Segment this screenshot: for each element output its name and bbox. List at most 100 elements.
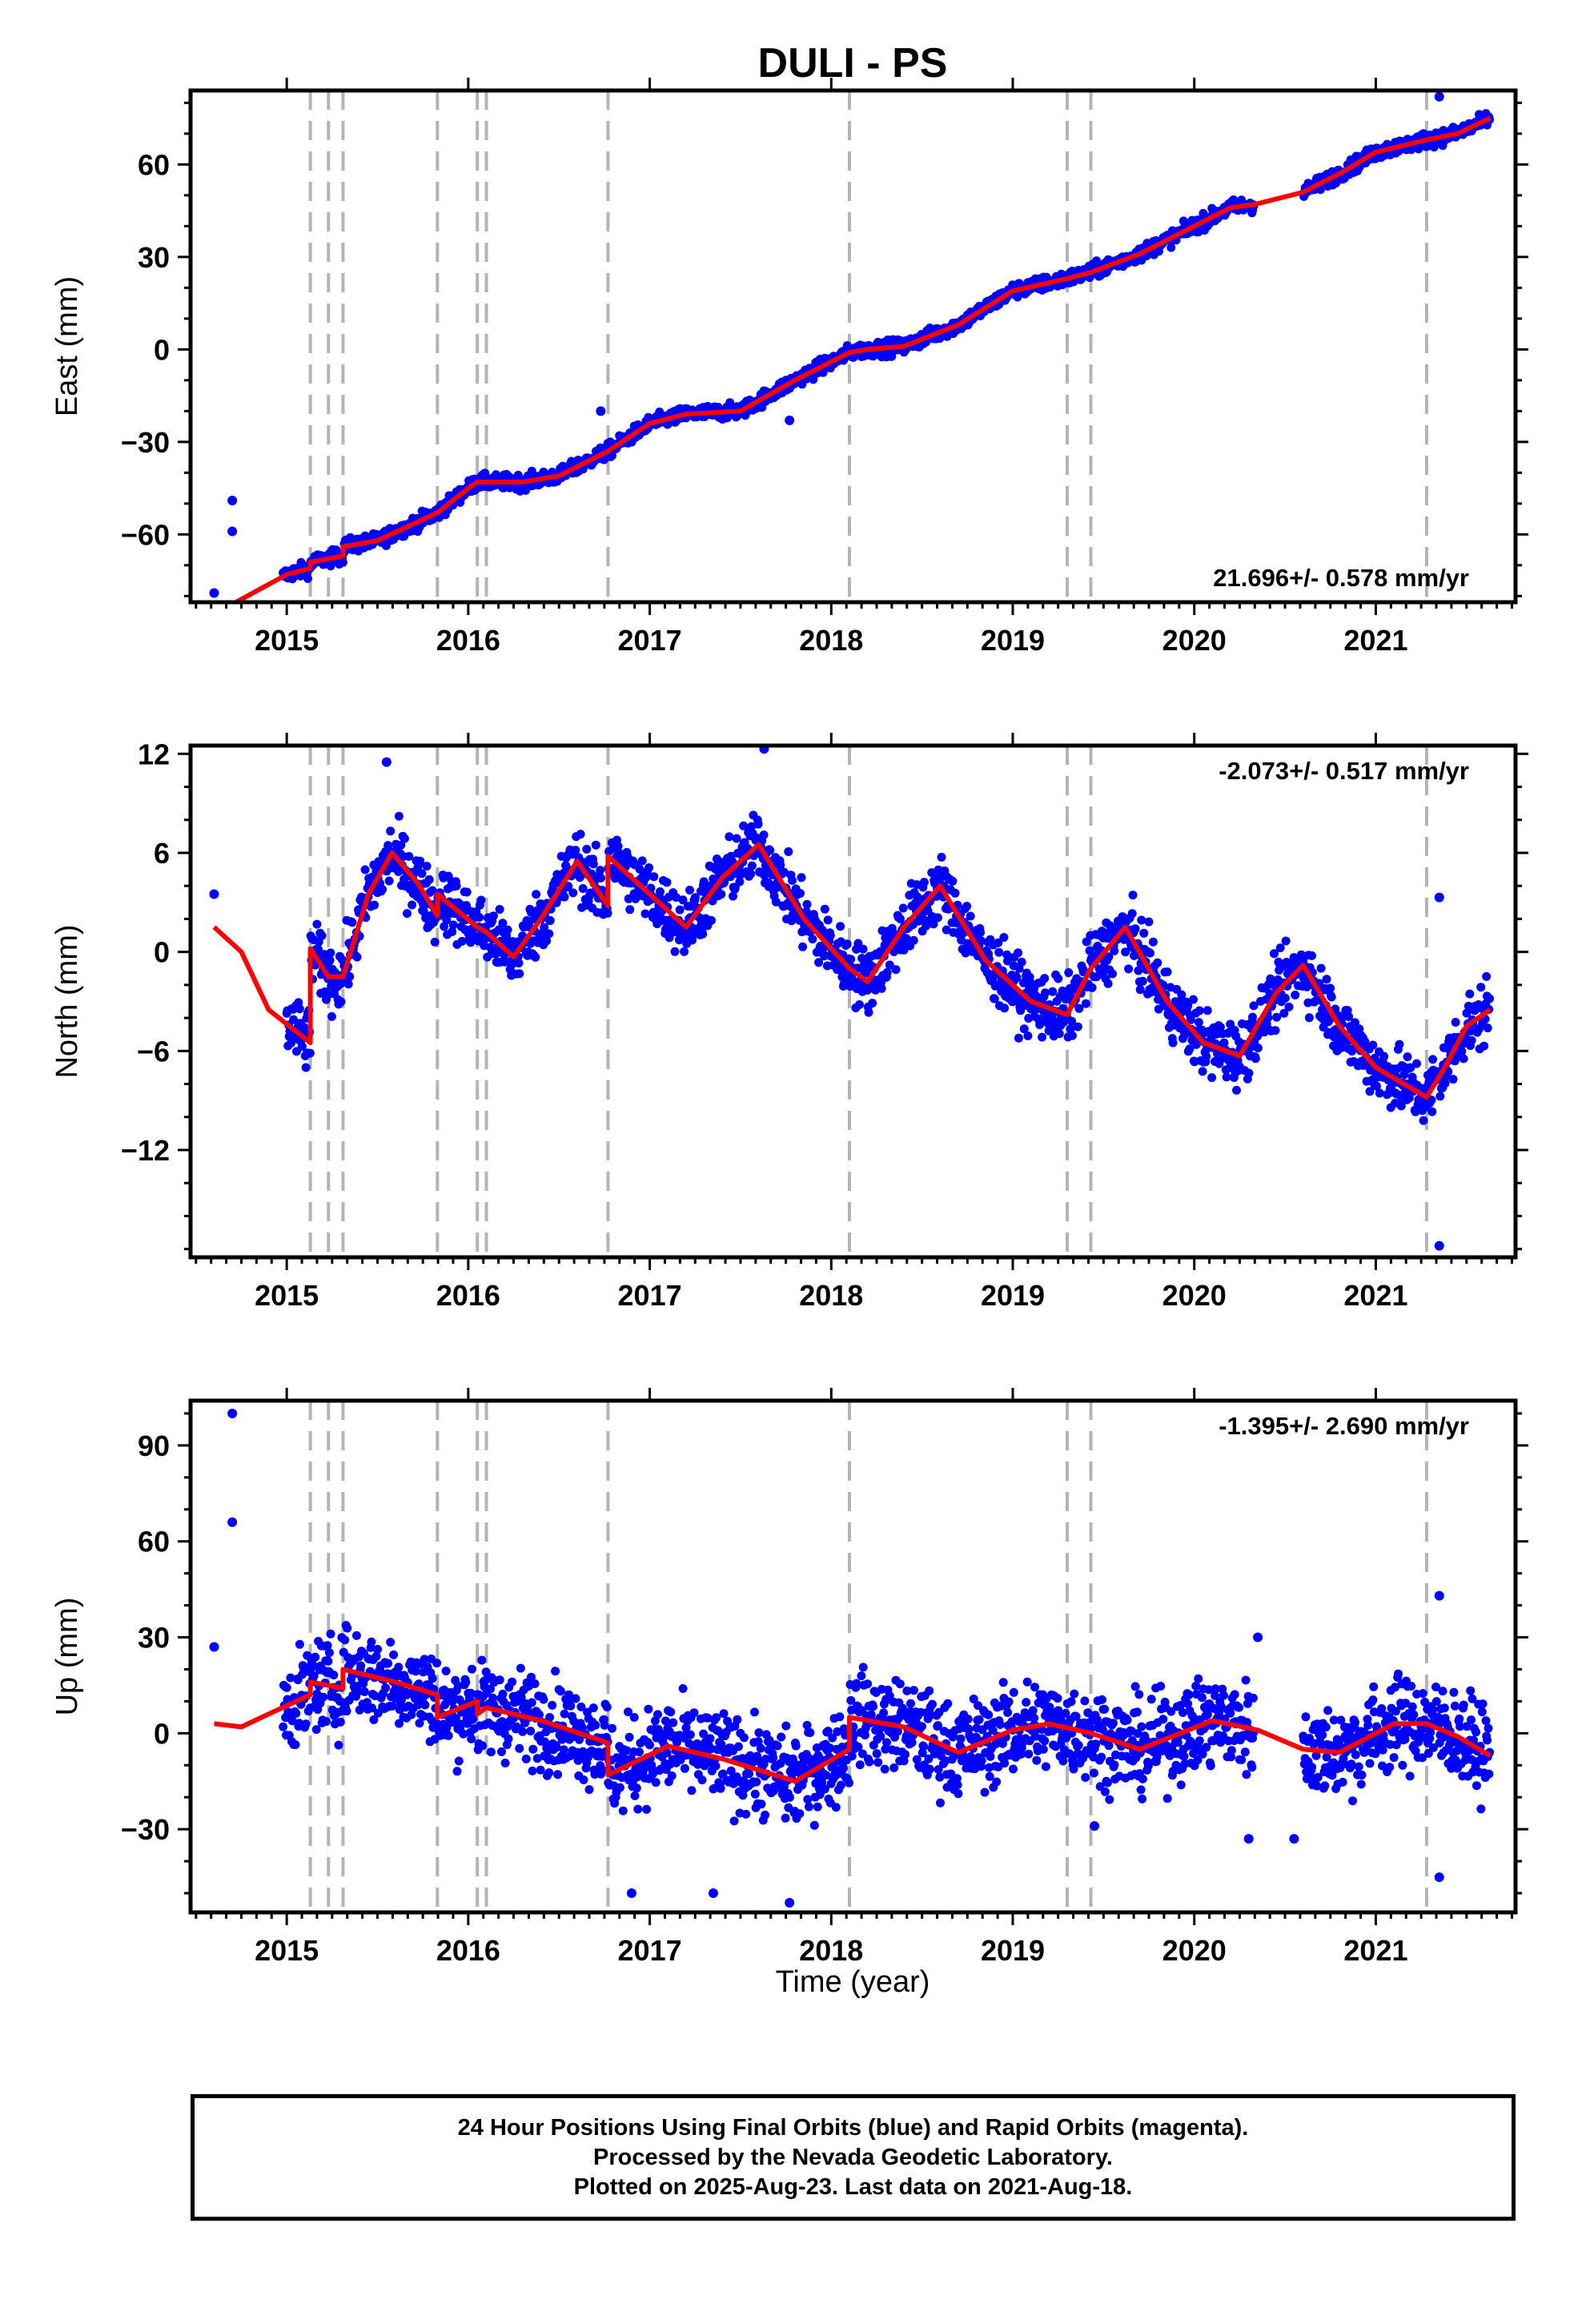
data-point bbox=[1368, 1040, 1378, 1050]
data-point bbox=[820, 951, 829, 961]
data-point bbox=[544, 1768, 554, 1778]
data-point bbox=[476, 895, 486, 905]
data-point bbox=[283, 1695, 292, 1704]
data-point bbox=[1148, 937, 1158, 947]
data-point bbox=[590, 1770, 600, 1779]
data-point bbox=[1054, 974, 1063, 983]
data-point bbox=[917, 1748, 927, 1758]
data-point bbox=[1465, 989, 1475, 999]
data-point bbox=[544, 929, 554, 939]
data-point bbox=[622, 1746, 632, 1755]
data-point bbox=[329, 1671, 339, 1680]
data-point bbox=[495, 905, 504, 914]
data-point bbox=[1198, 1067, 1207, 1076]
data-point bbox=[408, 900, 417, 910]
x-tick-label: 2018 bbox=[799, 624, 863, 657]
data-point bbox=[371, 1651, 381, 1661]
panel-east: 2015 2016 2017 2018 2019 2020 2021−60−3003060E… bbox=[50, 78, 1528, 657]
data-point bbox=[707, 915, 716, 925]
data-point bbox=[1427, 1096, 1436, 1105]
data-point bbox=[1322, 975, 1331, 984]
data-point bbox=[901, 1750, 910, 1759]
data-point bbox=[340, 1635, 350, 1645]
data-point bbox=[452, 881, 461, 891]
data-point bbox=[527, 1672, 536, 1682]
data-point bbox=[928, 1699, 937, 1709]
data-point bbox=[877, 983, 886, 993]
x-tick-label: 2021 bbox=[1343, 1279, 1407, 1312]
data-point bbox=[898, 903, 908, 913]
data-point bbox=[1375, 1088, 1384, 1098]
data-point bbox=[649, 872, 659, 882]
data-point bbox=[901, 934, 911, 943]
data-point bbox=[698, 929, 708, 939]
data-point bbox=[588, 859, 598, 869]
data-point bbox=[881, 1744, 890, 1754]
data-point bbox=[733, 1715, 742, 1724]
data-point bbox=[861, 1731, 869, 1740]
data-point bbox=[301, 1063, 311, 1072]
data-point bbox=[637, 856, 647, 866]
data-point bbox=[287, 1716, 297, 1726]
data-point bbox=[596, 873, 605, 883]
data-point bbox=[935, 1772, 945, 1782]
data-point bbox=[1127, 909, 1137, 919]
data-point bbox=[853, 1742, 863, 1751]
data-point bbox=[381, 1683, 391, 1693]
data-point bbox=[1419, 1116, 1428, 1125]
data-point bbox=[1017, 957, 1026, 967]
data-point bbox=[578, 1723, 587, 1732]
data-point bbox=[948, 876, 958, 886]
data-point bbox=[735, 877, 745, 887]
data-point bbox=[902, 1686, 912, 1695]
data-point bbox=[1203, 1006, 1212, 1015]
data-point bbox=[1166, 243, 1176, 252]
data-point bbox=[1041, 988, 1050, 998]
data-point bbox=[309, 1671, 319, 1681]
data-point bbox=[1365, 1087, 1375, 1096]
data-point bbox=[548, 1700, 557, 1710]
data-point bbox=[729, 1816, 739, 1826]
data-point bbox=[662, 1748, 672, 1758]
data-point bbox=[468, 1714, 478, 1723]
data-point bbox=[536, 1765, 545, 1775]
data-point bbox=[642, 1804, 652, 1814]
data-point bbox=[613, 842, 623, 851]
data-point bbox=[863, 986, 872, 995]
data-point bbox=[754, 1728, 764, 1738]
data-point bbox=[1073, 1022, 1082, 1031]
data-point bbox=[1279, 1008, 1289, 1018]
data-point bbox=[553, 1770, 563, 1779]
data-point bbox=[559, 1745, 568, 1755]
data-point bbox=[876, 1731, 885, 1741]
data-point bbox=[1087, 983, 1097, 992]
data-point bbox=[831, 1803, 841, 1812]
outlier-point bbox=[209, 588, 219, 598]
data-point bbox=[531, 952, 540, 962]
data-point bbox=[503, 925, 512, 935]
data-point bbox=[839, 1763, 848, 1773]
data-point bbox=[880, 1764, 889, 1774]
data-point bbox=[857, 1671, 866, 1681]
data-point bbox=[539, 1695, 548, 1704]
data-point bbox=[716, 1783, 725, 1793]
outlier-point bbox=[227, 526, 238, 537]
data-point bbox=[616, 1783, 624, 1792]
data-point bbox=[725, 832, 734, 842]
data-point bbox=[1371, 1081, 1381, 1091]
data-point bbox=[808, 935, 817, 944]
data-point bbox=[885, 1691, 894, 1700]
data-point bbox=[857, 1749, 867, 1759]
outlier-point bbox=[785, 415, 795, 425]
data-point bbox=[738, 1791, 748, 1800]
x-tick-label: 2020 bbox=[1162, 624, 1227, 657]
data-point bbox=[705, 1734, 715, 1743]
data-point bbox=[462, 887, 472, 897]
data-point bbox=[440, 922, 449, 931]
data-point bbox=[863, 1679, 873, 1689]
data-point bbox=[1253, 1043, 1263, 1053]
data-point bbox=[603, 908, 612, 918]
model-line bbox=[212, 842, 1492, 1100]
data-point bbox=[417, 869, 427, 879]
